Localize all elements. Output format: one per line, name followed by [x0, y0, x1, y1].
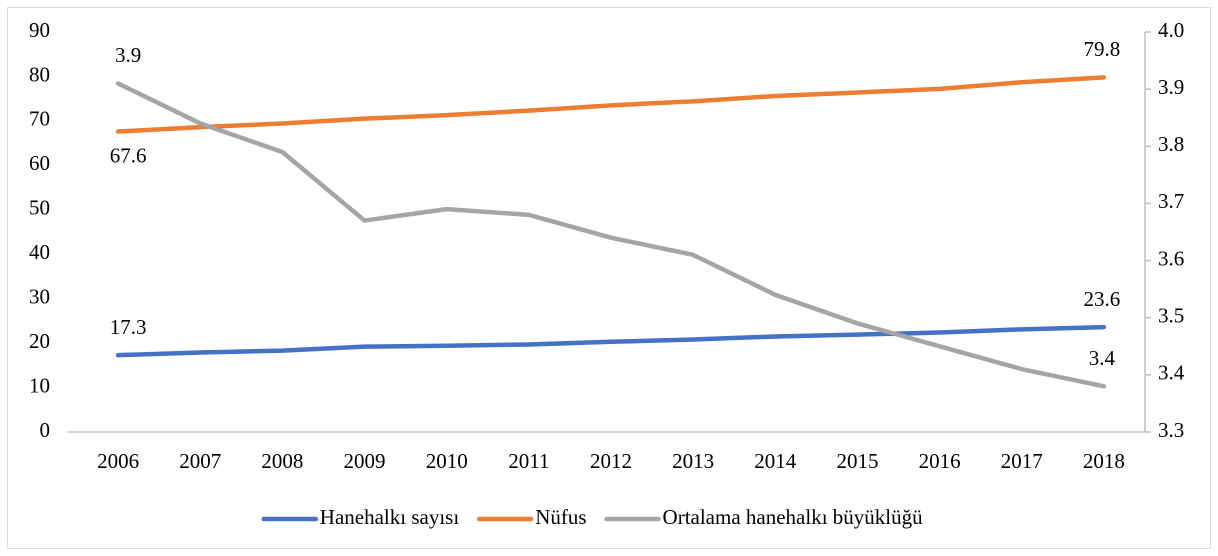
- x-tick-label: 2013: [672, 449, 714, 473]
- y-tick-label: 60: [29, 151, 50, 175]
- y2-tick-label: 3.5: [1158, 304, 1184, 328]
- chart-border: [7, 7, 1211, 549]
- series-line: [115, 75, 1107, 134]
- x-tick-label: 2015: [836, 449, 878, 473]
- legend-label: Nüfus: [535, 505, 586, 529]
- x-tick-label: 2007: [179, 449, 221, 473]
- y2-tick-label: 3.4: [1158, 361, 1185, 385]
- y-tick-label: 70: [29, 107, 50, 131]
- legend-label: Hanehalkı sayısı: [320, 505, 460, 529]
- y-tick-label: 40: [29, 240, 50, 264]
- x-tick-label: 2012: [590, 449, 632, 473]
- x-tick-label: 2014: [754, 449, 797, 473]
- x-tick-label: 2008: [261, 449, 303, 473]
- x-tick-label: 2006: [97, 449, 139, 473]
- y-tick-label: 20: [29, 329, 50, 353]
- x-tick-label: 2009: [344, 449, 386, 473]
- x-tick-label: 2011: [508, 449, 549, 473]
- x-tick-label: 2017: [1001, 449, 1043, 473]
- legend-label: Ortalama hanehalkı büyüklüğü: [663, 505, 924, 529]
- x-tick-label: 2018: [1083, 449, 1125, 473]
- data-label: 17.3: [110, 315, 147, 339]
- data-label: 67.6: [110, 143, 147, 167]
- data-label: 3.9: [115, 43, 141, 67]
- y-tick-label: 10: [29, 373, 50, 397]
- x-tick-label: 2016: [919, 449, 961, 473]
- data-label: 79.8: [1084, 37, 1121, 61]
- y2-tick-label: 3.6: [1158, 246, 1184, 270]
- y2-tick-label: 3.9: [1158, 75, 1184, 99]
- series-line: [115, 81, 1107, 389]
- y-tick-label: 0: [40, 418, 51, 442]
- y2-tick-label: 4.0: [1158, 18, 1184, 42]
- y2-tick-label: 3.8: [1158, 132, 1184, 156]
- y-tick-label: 30: [29, 284, 50, 308]
- data-label: 3.4: [1089, 346, 1116, 370]
- y-tick-label: 80: [29, 62, 50, 86]
- y-tick-label: 90: [29, 18, 50, 42]
- y2-tick-label: 3.7: [1158, 189, 1184, 213]
- series-line: [115, 324, 1107, 358]
- data-label: 23.6: [1084, 287, 1121, 311]
- y-tick-label: 50: [29, 196, 50, 220]
- y2-tick-label: 3.3: [1158, 418, 1184, 442]
- x-tick-label: 2010: [426, 449, 468, 473]
